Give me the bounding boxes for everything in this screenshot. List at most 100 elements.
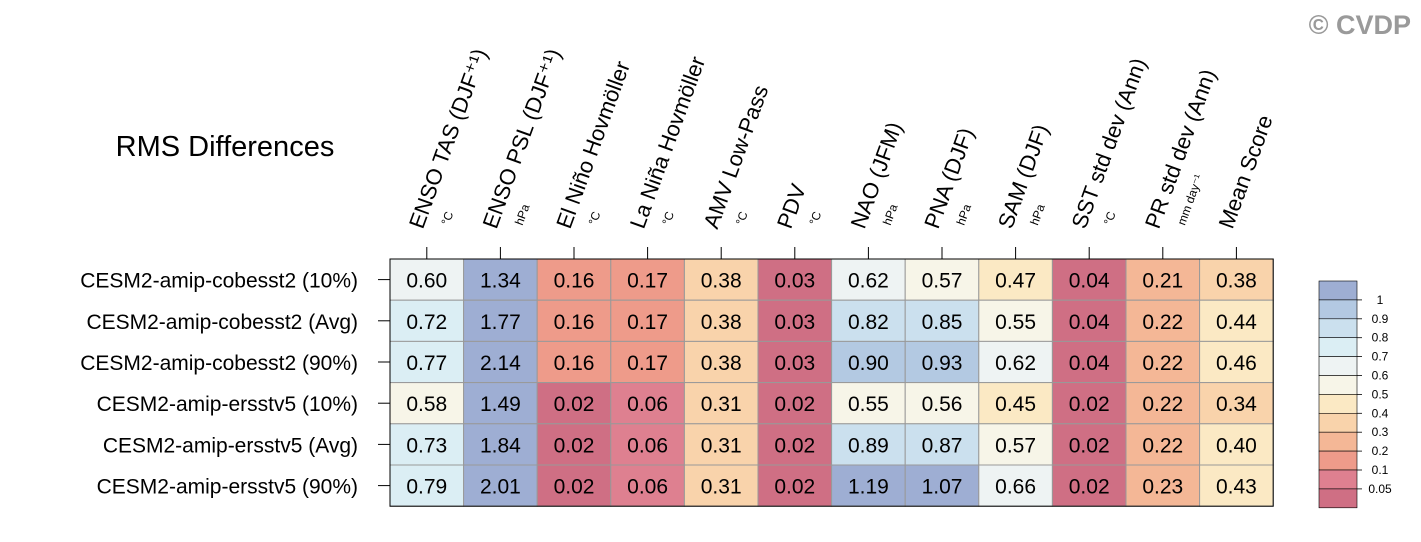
heatmap-cell	[1199, 258, 1274, 301]
colorbar-label: 0.7	[1372, 350, 1389, 364]
row-labels: CESM2-amip-cobesst2 (10%) CESM2-amip-cobe…	[80, 270, 390, 499]
cell-value: 1.34	[480, 270, 521, 293]
cvdp-watermark: © CVDP	[1309, 10, 1411, 40]
cell-value: 1.07	[922, 476, 963, 499]
cell-value: 0.55	[995, 311, 1036, 334]
heatmap-cell	[757, 423, 833, 466]
column-label: La Niña Hovmöller	[625, 53, 710, 232]
colorbar-swatch	[1318, 318, 1358, 338]
column-unit: °C	[733, 209, 751, 227]
cell-value: 0.47	[995, 270, 1036, 293]
chart-title: RMS Differences	[116, 131, 335, 163]
cell-value: 0.45	[995, 393, 1036, 416]
cell-value: 0.03	[774, 311, 815, 334]
cell-value: 0.55	[848, 393, 889, 416]
cell-value: 0.03	[774, 270, 815, 293]
cell-value: 1.84	[480, 434, 521, 457]
heatmap-cell	[610, 258, 685, 301]
heatmap-cell	[463, 423, 538, 466]
heatmap-cell	[904, 299, 980, 342]
heatmap-cell	[536, 340, 612, 384]
colorbar-label: 0.8	[1372, 331, 1389, 345]
heatmap-cell	[389, 423, 465, 466]
colorbar-swatch	[1318, 280, 1358, 301]
heatmap-cell	[978, 299, 1053, 342]
cell-value: 0.73	[406, 434, 447, 457]
colorbar-swatch	[1318, 412, 1358, 433]
heatmap-cell	[1125, 299, 1201, 342]
heatmap-cell	[831, 340, 906, 384]
cell-value: 0.56	[922, 393, 963, 416]
cell-value: 0.17	[627, 352, 668, 375]
cell-value: 0.58	[406, 393, 447, 416]
column-unit: °C	[1101, 209, 1119, 227]
cell-value: 0.04	[1069, 352, 1110, 375]
cell-value: 0.02	[774, 434, 815, 457]
heatmap-cell	[757, 299, 833, 342]
colorbar-label: 0.5	[1372, 387, 1389, 401]
column-label: Mean Score	[1214, 112, 1278, 232]
heatmap-cell	[610, 423, 685, 466]
colorbar-swatch	[1318, 356, 1358, 376]
heatmap-cell	[1125, 464, 1201, 507]
column-unit: hPa	[512, 202, 533, 227]
cell-value: 0.02	[1069, 476, 1110, 499]
colorbar-swatch	[1318, 375, 1358, 395]
cell-value: 0.31	[701, 393, 742, 416]
cell-value: 0.02	[774, 393, 815, 416]
cell-value: 0.16	[554, 352, 595, 375]
cell-value: 0.02	[554, 393, 595, 416]
column-label: ENSO TAS (DJF⁺¹)	[404, 45, 492, 231]
colorbar-label: 0.6	[1372, 369, 1389, 383]
cell-value: 0.02	[774, 476, 815, 499]
cell-value: 0.77	[406, 352, 447, 375]
cell-value: 0.02	[1069, 393, 1110, 416]
cell-value: 2.01	[480, 476, 521, 499]
cell-value: 0.90	[848, 352, 889, 375]
column-label: El Niño Hovmöller	[551, 58, 635, 232]
colorbar-label: 0.4	[1372, 406, 1389, 420]
cell-value: 0.79	[406, 476, 447, 499]
colorbar-legend: 1 0.9 0.8 0.7 0.6 0.5 0.4 0.3 0.2 0.1 0.05	[1318, 280, 1392, 509]
heatmap-cell	[831, 258, 906, 301]
heatmap-cell	[389, 340, 465, 384]
column-label: SST std dev (Ann)	[1066, 55, 1151, 232]
cell-value: 0.06	[627, 434, 668, 457]
cell-value: 0.85	[922, 311, 963, 334]
column-unit: hPa	[880, 202, 901, 227]
cell-value: 0.66	[995, 476, 1036, 499]
heatmap-frame	[389, 258, 1274, 507]
colorbar-label: 1	[1377, 293, 1384, 307]
cell-value: 0.31	[701, 476, 742, 499]
column-label: PDV	[772, 180, 811, 231]
colorbar-label: 0.2	[1372, 444, 1389, 458]
heatmap-cell	[978, 423, 1053, 466]
cell-value: 0.06	[627, 476, 668, 499]
heatmap-cell	[536, 258, 612, 301]
cell-value: 0.17	[627, 270, 668, 293]
cell-value: 0.03	[774, 352, 815, 375]
heatmap-cell	[389, 299, 465, 342]
cell-value: 0.06	[627, 393, 668, 416]
cell-value: 0.44	[1216, 311, 1257, 334]
colorbar-label: 0.05	[1368, 482, 1392, 496]
cell-value: 0.89	[848, 434, 889, 457]
heatmap-cells: 0.60 1.34 0.16 0.17 0.38 0.03 0.62 0.57 0.47 0.04…	[389, 258, 1274, 507]
heatmap-cell	[904, 340, 980, 384]
cell-value: 0.31	[701, 434, 742, 457]
heatmap-cell	[1051, 464, 1127, 507]
cell-value: 0.60	[406, 270, 447, 293]
cell-value: 0.17	[627, 311, 668, 334]
column-unit: °C	[659, 209, 677, 227]
heatmap-cell	[536, 464, 612, 507]
colorbar-swatch	[1318, 469, 1358, 490]
row-label: CESM2-amip-ersstv5 (10%)	[97, 393, 358, 416]
cell-value: 2.14	[480, 352, 521, 375]
colorbar-swatch	[1318, 337, 1358, 357]
heatmap-cell	[1051, 299, 1127, 342]
cell-value: 0.34	[1216, 393, 1257, 416]
cell-value: 0.57	[995, 434, 1036, 457]
heatmap-cell	[757, 382, 833, 425]
cell-value: 0.04	[1069, 311, 1110, 334]
